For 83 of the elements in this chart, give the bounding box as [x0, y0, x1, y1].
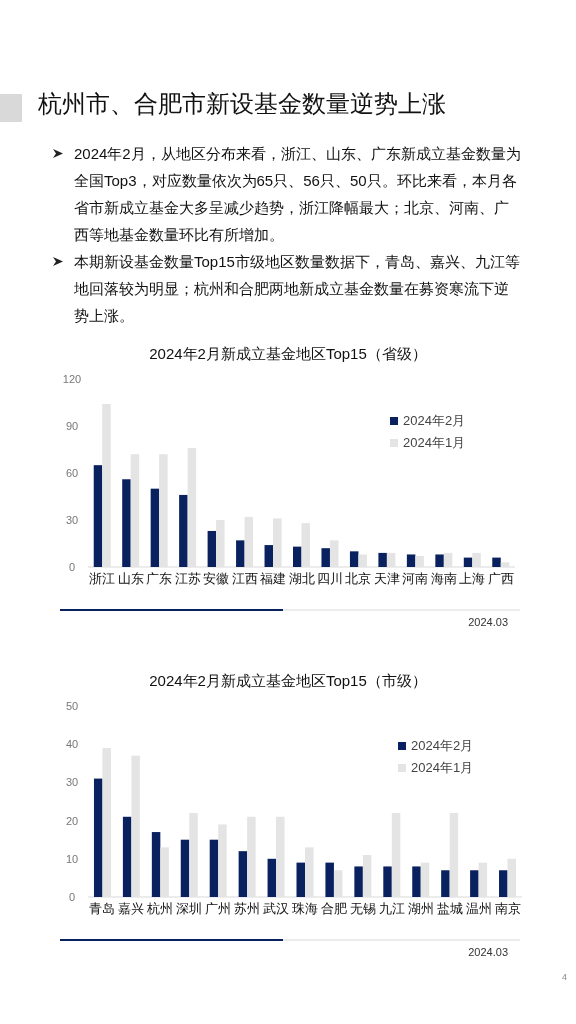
y-tick-label: 90 [65, 420, 79, 432]
text: 4 [562, 972, 568, 982]
x-tick-label: 深圳 [176, 902, 203, 916]
x-tick-label: 江西 [231, 572, 258, 586]
x-tick-label: 浙江 [89, 572, 116, 586]
legend-label: 2024年2月 [403, 413, 466, 428]
bar [499, 870, 508, 897]
y-tick-label: 20 [65, 814, 79, 827]
x-tick-label: 九江 [378, 902, 405, 916]
bar [122, 479, 131, 567]
x-tick-label: 苏州 [234, 902, 261, 916]
x-tick-label: 上海 [459, 572, 486, 586]
x-tick-label: 南京 [494, 902, 521, 916]
bar [293, 546, 302, 567]
bar [378, 552, 387, 567]
x-tick-label: 青岛 [89, 902, 116, 916]
bar [321, 548, 330, 567]
x-tick-label: 天津 [373, 572, 400, 586]
bar [150, 488, 160, 567]
x-tick-label: 江苏 [174, 572, 201, 586]
y-tick-label: 50 [65, 700, 79, 712]
y-tick-label: 0 [68, 561, 76, 573]
bar [383, 866, 392, 897]
x-tick-label: 湖北 [288, 572, 315, 586]
x-tick-label: 无锡 [349, 902, 376, 916]
y-tick-label: 60 [65, 467, 79, 479]
x-tick-label: 福建 [260, 572, 287, 586]
bar [238, 851, 248, 897]
y-tick-label: 0 [68, 891, 76, 903]
y-tick-label: 40 [65, 738, 79, 751]
bar [207, 530, 217, 567]
x-tick-label: 四川 [316, 572, 343, 586]
x-tick-label: 合肥 [320, 902, 347, 916]
x-tick-label: 河南 [402, 572, 429, 586]
bar [179, 494, 188, 567]
bar [122, 816, 132, 897]
x-tick-label: 温州 [465, 902, 492, 916]
y-tick-label: 10 [65, 852, 79, 865]
bar [93, 465, 103, 567]
x-tick-label: 海南 [430, 572, 457, 586]
text: 杭州市、合肥市新设基金数量逆势上涨 [38, 89, 446, 119]
bar [267, 858, 277, 897]
bar [325, 862, 334, 897]
bar [349, 551, 359, 567]
y-tick-label: 120 [62, 373, 82, 385]
x-tick-label: 北京 [345, 572, 372, 586]
x-tick-label: 湖州 [407, 902, 434, 916]
bar [492, 557, 501, 567]
bar [180, 839, 190, 897]
legend-label: 2024年1月 [403, 435, 466, 450]
text: 2024.03 [468, 946, 508, 958]
bar [463, 557, 473, 567]
chart-title: 2024年2月新成立基金地区Top15（省级） [149, 345, 427, 362]
bar [236, 540, 245, 567]
bar [264, 545, 274, 567]
x-tick-label: 广州 [205, 902, 232, 916]
y-tick-label: 30 [65, 776, 79, 789]
x-tick-label: 杭州 [146, 902, 174, 916]
text: 2024.03 [468, 616, 508, 628]
bar [93, 778, 103, 897]
x-tick-label: 珠海 [292, 902, 318, 916]
x-tick-label: 安徽 [203, 571, 230, 586]
bar [470, 870, 479, 897]
x-tick-label: 广西 [487, 572, 514, 586]
bar [406, 554, 416, 567]
x-tick-label: 盐城 [436, 902, 463, 916]
legend-label: 2024年2月 [411, 738, 474, 753]
x-tick-label: 山东 [117, 572, 144, 586]
text: 2024年2月，从地区分布来看，浙江、山东、广东新成立基金数量为全国Top3，对应数量依次为65只、56只、50只。环比来看，本月各省市新成立基金大多呈减少趋势，浙江降幅最大；北京、河南、广西等地基金数量环比有所增加。 [74, 144, 522, 245]
bar [412, 866, 421, 897]
bar [354, 866, 363, 897]
x-tick-label: 武汉 [263, 902, 290, 916]
legend-label: 2024年1月 [411, 760, 474, 775]
bar [209, 839, 219, 897]
y-tick-label: 30 [65, 514, 79, 526]
bar [441, 870, 450, 897]
bar [435, 554, 444, 567]
x-tick-label: 广东 [146, 572, 173, 586]
x-tick-label: 嘉兴 [118, 902, 145, 916]
bar [296, 862, 305, 897]
text: 本期新设基金数量Top15市级地区数量数据下，青岛、嘉兴、九江等地回落较为明显；杭州和合肥两地新成立基金数量在募资寒流下逆势上涨。 [74, 252, 521, 326]
bar [151, 832, 161, 897]
chart-title: 2024年2月新成立基金地区Top15（市级） [149, 672, 427, 689]
